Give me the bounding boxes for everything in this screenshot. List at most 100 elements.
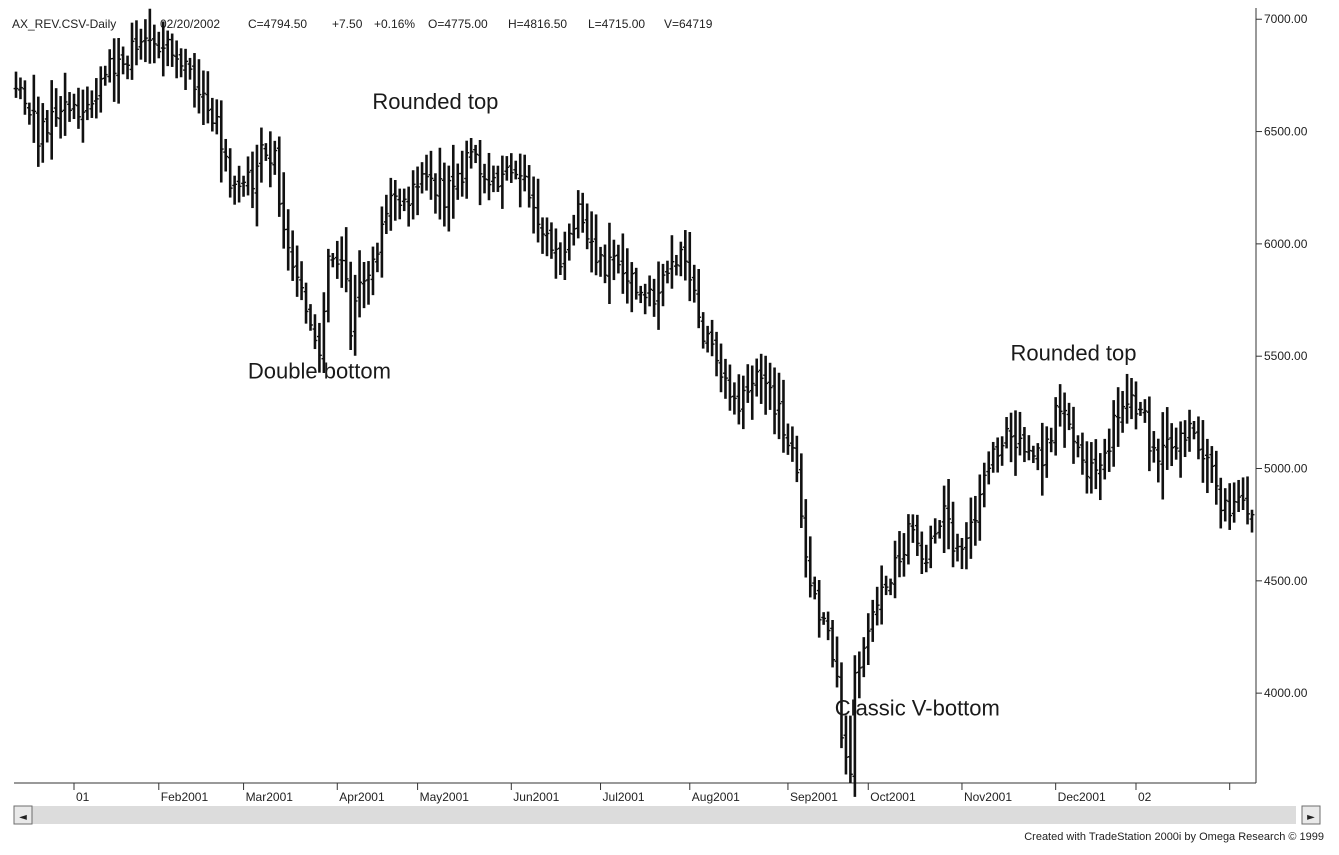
annotations: Rounded top Double bottom Classic V-bottom… bbox=[248, 89, 1137, 721]
scroll-left-button[interactable] bbox=[13, 805, 33, 825]
price-bar bbox=[410, 170, 416, 220]
price-bar bbox=[1182, 420, 1188, 458]
price-bar bbox=[986, 451, 992, 485]
price-bar bbox=[71, 93, 77, 120]
price-bar bbox=[348, 261, 354, 350]
price-bar bbox=[223, 138, 229, 172]
price-bar bbox=[928, 525, 934, 569]
price-bar bbox=[169, 33, 175, 67]
price-bar bbox=[1111, 400, 1117, 467]
price-bar bbox=[267, 131, 273, 188]
price-bar bbox=[990, 441, 996, 473]
x-tick-label: Jul2001 bbox=[603, 790, 645, 804]
header-change: +7.50 bbox=[332, 17, 363, 31]
price-bar bbox=[1227, 483, 1233, 530]
price-bar bbox=[437, 147, 443, 220]
price-bar bbox=[1222, 488, 1228, 522]
price-bar bbox=[1017, 411, 1023, 456]
price-bar bbox=[803, 499, 809, 578]
price-bar bbox=[1155, 438, 1161, 483]
price-bar bbox=[227, 148, 233, 198]
x-tick-label: 02 bbox=[1138, 790, 1152, 804]
price-bar bbox=[1178, 421, 1184, 478]
price-bar bbox=[656, 261, 661, 330]
price-bar bbox=[566, 223, 572, 261]
price-bar bbox=[571, 214, 577, 246]
price-bar bbox=[932, 518, 938, 544]
price-bar bbox=[276, 136, 282, 217]
price-bar bbox=[812, 576, 818, 600]
y-tick-label: 5500.00 bbox=[1264, 349, 1308, 363]
price-bar bbox=[18, 77, 23, 100]
price-bar bbox=[540, 217, 545, 254]
price-bar bbox=[856, 651, 862, 699]
x-tick-label: 01 bbox=[76, 790, 90, 804]
price-bar bbox=[995, 437, 1001, 473]
price-bar bbox=[776, 372, 782, 440]
price-bar bbox=[562, 231, 568, 281]
price-bar bbox=[343, 227, 349, 293]
price-bar bbox=[209, 97, 215, 132]
price-bar bbox=[428, 150, 434, 200]
price-bar bbox=[44, 110, 50, 143]
price-bar bbox=[906, 514, 911, 565]
price-bar bbox=[794, 435, 800, 483]
price-bar bbox=[89, 90, 95, 118]
price-bar bbox=[825, 611, 831, 641]
price-bar bbox=[31, 74, 37, 143]
x-tick-label: Apr2001 bbox=[339, 790, 385, 804]
annotation-label: Rounded top bbox=[372, 89, 498, 114]
price-bar bbox=[673, 254, 679, 276]
price-bar bbox=[26, 102, 32, 125]
price-bar bbox=[624, 248, 630, 304]
price-bar bbox=[549, 222, 554, 259]
price-bar bbox=[611, 239, 617, 281]
annotation-label: Classic V-bottom bbox=[835, 696, 1000, 721]
price-bar bbox=[76, 87, 81, 129]
price-bar bbox=[1093, 439, 1099, 490]
price-bar bbox=[464, 140, 470, 199]
price-bar bbox=[669, 235, 675, 289]
price-bar bbox=[883, 575, 889, 596]
price-bar bbox=[584, 203, 590, 250]
price-bar bbox=[1142, 399, 1148, 423]
price-bar bbox=[504, 156, 510, 181]
y-tick-label: 6500.00 bbox=[1264, 125, 1308, 139]
price-bar bbox=[232, 175, 238, 205]
price-bar bbox=[178, 48, 184, 78]
price-bar bbox=[415, 166, 420, 216]
price-bar bbox=[285, 209, 291, 271]
price-bar bbox=[214, 99, 220, 135]
price-bar bbox=[763, 355, 769, 415]
scroll-right-button[interactable] bbox=[1301, 805, 1321, 825]
price-bar bbox=[312, 314, 318, 350]
price-bar bbox=[874, 586, 880, 626]
price-bar bbox=[299, 261, 304, 301]
price-bar bbox=[1129, 377, 1134, 420]
price-bar bbox=[459, 150, 465, 197]
price-bar bbox=[861, 637, 867, 678]
price-bar bbox=[366, 261, 371, 305]
annotation-label: Double bottom bbox=[248, 359, 391, 384]
price-bar bbox=[807, 536, 813, 598]
price-bar bbox=[865, 613, 871, 665]
price-bar bbox=[361, 261, 367, 309]
price-bar bbox=[772, 367, 777, 435]
price-bar bbox=[1084, 441, 1090, 494]
price-bar bbox=[294, 245, 300, 297]
price-bar bbox=[638, 285, 644, 304]
price-bar bbox=[696, 268, 702, 329]
price-bar bbox=[589, 211, 595, 273]
y-tick-label: 4500.00 bbox=[1264, 574, 1308, 588]
price-bar bbox=[1169, 423, 1175, 467]
price-bar bbox=[785, 423, 791, 455]
horizontal-scrollbar[interactable]: ◄ ► bbox=[13, 805, 1321, 825]
price-bar bbox=[419, 162, 425, 194]
price-bar bbox=[937, 520, 943, 539]
scrollbar-track[interactable] bbox=[32, 806, 1296, 824]
price-bar bbox=[446, 165, 452, 232]
price-bar bbox=[557, 242, 563, 276]
price-bar bbox=[134, 20, 139, 66]
price-bar bbox=[839, 662, 844, 749]
price-bar bbox=[192, 53, 197, 108]
